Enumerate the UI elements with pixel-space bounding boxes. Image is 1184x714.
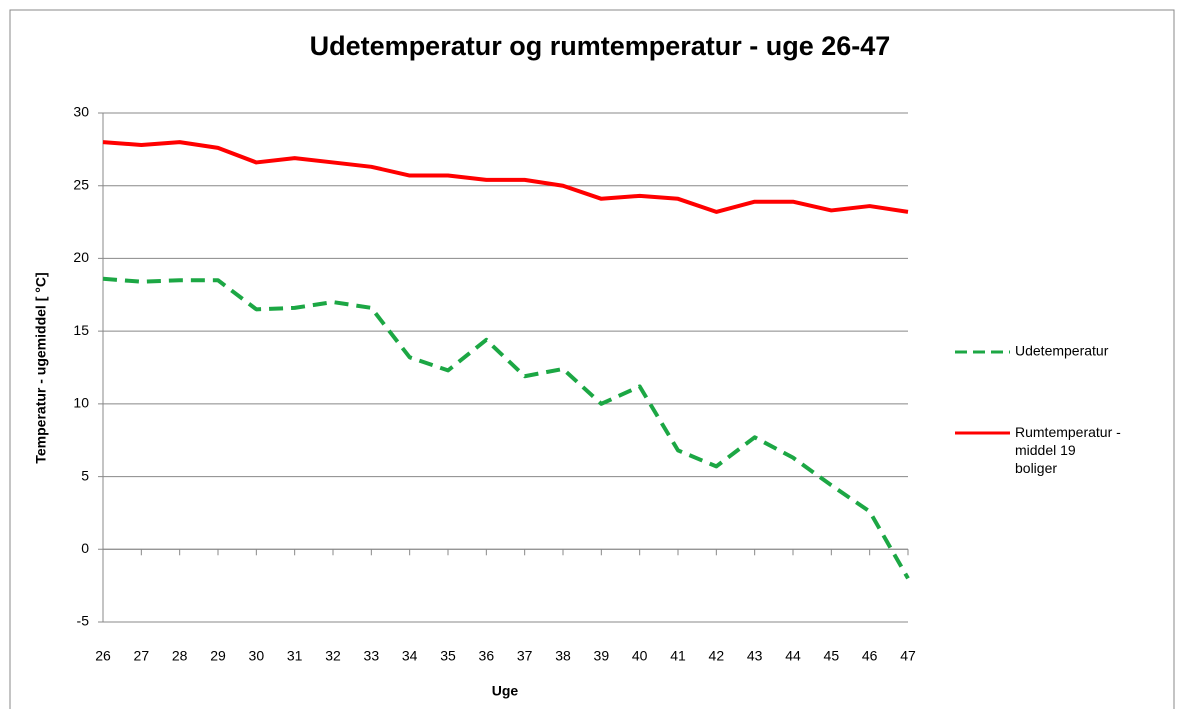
y-axis-label: Temperatur - ugemiddel [ °C]: [33, 272, 49, 463]
x-tick-label: 35: [440, 648, 456, 664]
x-tick-label: 40: [632, 648, 648, 664]
legend-label: Rumtemperatur -middel 19 boliger: [1015, 424, 1121, 476]
y-tick-label: 20: [73, 249, 89, 265]
x-tick-label: 28: [172, 648, 188, 664]
y-tick-label: 5: [81, 467, 89, 483]
x-tick-label: 32: [325, 648, 341, 664]
x-tick-label: 36: [479, 648, 495, 664]
x-tick-label: 34: [402, 648, 418, 664]
x-tick-label: 30: [249, 648, 265, 664]
y-tick-label: 25: [73, 176, 89, 192]
x-tick-label: 45: [824, 648, 840, 664]
y-tick-label: 10: [73, 395, 89, 411]
x-tick-label: 29: [210, 648, 226, 664]
x-tick-label: 26: [95, 648, 111, 664]
series-line: [102, 140, 909, 214]
x-tick-label: 39: [594, 648, 610, 664]
chart-title: Udetemperatur og rumtemperatur - uge 26-…: [310, 31, 891, 61]
y-tick-label: 15: [73, 322, 89, 338]
x-tick-label: 27: [134, 648, 150, 664]
x-tick-label: 33: [364, 648, 380, 664]
legend-label: Udetemperatur: [1015, 343, 1109, 359]
x-tick-label: 42: [709, 648, 725, 664]
x-tick-label: 41: [670, 648, 686, 664]
y-tick-label: 0: [81, 540, 89, 556]
x-tick-label: 44: [785, 648, 801, 664]
x-axis-label: Uge: [492, 683, 519, 699]
x-tick-label: 46: [862, 648, 878, 664]
chart-border: [9, 9, 1175, 711]
x-tick-label: 31: [287, 648, 303, 664]
series-line: [102, 276, 910, 580]
x-tick-label: 47: [900, 648, 916, 664]
x-tick-label: 43: [747, 648, 763, 664]
x-tick-label: 37: [517, 648, 533, 664]
x-tick-label: 38: [555, 648, 571, 664]
y-tick-label: 30: [73, 104, 89, 120]
y-tick-label: -5: [77, 613, 90, 629]
